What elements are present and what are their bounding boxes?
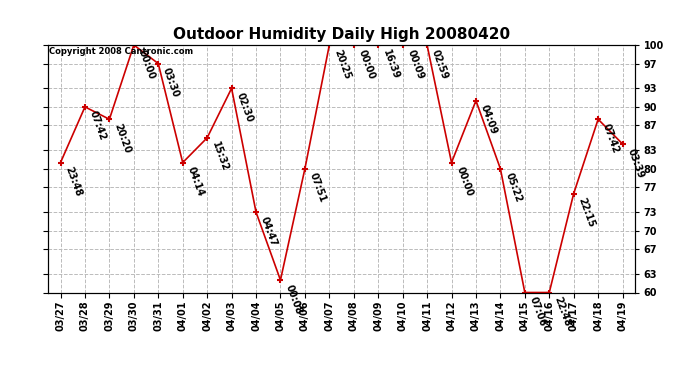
Text: 03:30: 03:30 [161,66,181,99]
Text: 03:39: 03:39 [625,147,645,179]
Text: 02:30: 02:30 [235,91,255,124]
Text: 02:59: 02:59 [430,48,450,80]
Text: 07:51: 07:51 [308,171,328,204]
Text: 00:00: 00:00 [454,165,474,198]
Text: 04:14: 04:14 [186,165,206,198]
Text: 04:47: 04:47 [259,215,279,248]
Text: 00:00: 00:00 [357,48,377,80]
Text: 00:09: 00:09 [406,48,426,80]
Text: 00:08: 00:08 [283,283,304,316]
Text: 22:48: 22:48 [552,295,572,328]
Text: 15:32: 15:32 [210,141,230,173]
Text: 23:48: 23:48 [63,165,83,198]
Text: 20:20: 20:20 [112,122,132,154]
Text: 00:00: 00:00 [137,48,157,80]
Text: 07:42: 07:42 [601,122,621,154]
Text: 16:39: 16:39 [381,48,401,80]
Text: 04:09: 04:09 [479,104,499,136]
Text: 07:42: 07:42 [88,110,108,142]
Text: 05:22: 05:22 [503,171,523,204]
Text: 07:06: 07:06 [528,295,548,328]
Text: 20:25: 20:25 [332,48,352,80]
Text: 22:15: 22:15 [576,196,596,229]
Title: Outdoor Humidity Daily High 20080420: Outdoor Humidity Daily High 20080420 [173,27,510,42]
Text: Copyright 2008 Cantronic.com: Copyright 2008 Cantronic.com [50,48,194,57]
